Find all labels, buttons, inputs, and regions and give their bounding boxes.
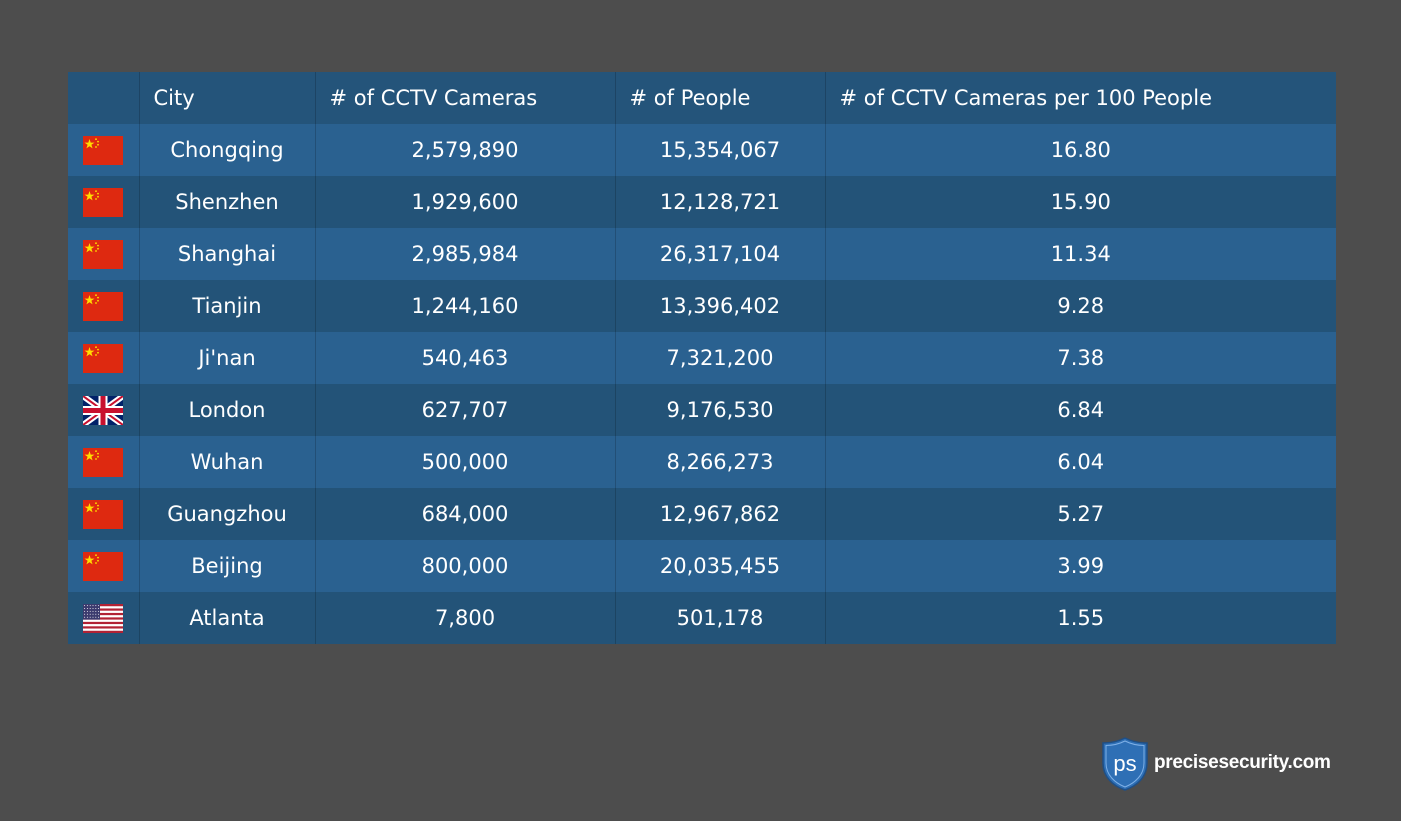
city-cell: London	[139, 384, 316, 436]
city-cell: Atlanta	[139, 592, 316, 644]
people-cell: 501,178	[615, 592, 826, 644]
per-100-cell: 3.99	[825, 540, 1336, 592]
table-row: Chongqing 2,579,890 15,354,067 16.80	[68, 124, 1336, 176]
city-cell: Guangzhou	[139, 488, 316, 540]
people-cell: 13,396,402	[615, 280, 826, 332]
china-flag-icon	[83, 447, 123, 477]
table-row: Shanghai 2,985,984 26,317,104 11.34	[68, 228, 1336, 280]
people-cell: 12,128,721	[615, 176, 826, 228]
china-flag-icon	[83, 187, 123, 217]
people-cell: 8,266,273	[615, 436, 826, 488]
cameras-cell: 684,000	[315, 488, 616, 540]
city-cell: Shanghai	[139, 228, 316, 280]
people-cell: 20,035,455	[615, 540, 826, 592]
table-row: Guangzhou 684,000 12,967,862 5.27	[68, 488, 1336, 540]
people-cell: 15,354,067	[615, 124, 826, 176]
table-row: Wuhan 500,000 8,266,273 6.04	[68, 436, 1336, 488]
cameras-cell: 1,929,600	[315, 176, 616, 228]
flag-cell	[68, 384, 140, 436]
flag-cell	[68, 280, 140, 332]
shield-icon: ps	[1102, 737, 1148, 791]
table-row: London 627,707 9,176,530 6.84	[68, 384, 1336, 436]
people-cell: 12,967,862	[615, 488, 826, 540]
logo-mark-text: ps	[1113, 751, 1136, 776]
uk-flag-icon	[83, 395, 123, 425]
china-flag-icon	[83, 291, 123, 321]
china-flag-icon	[83, 343, 123, 373]
china-flag-icon	[83, 551, 123, 581]
per-100-cell: 15.90	[825, 176, 1336, 228]
table-row: Shenzhen 1,929,600 12,128,721 15.90	[68, 176, 1336, 228]
per-100-cell: 6.04	[825, 436, 1336, 488]
header-per-100: # of CCTV Cameras per 100 People	[825, 72, 1336, 124]
city-cell: Tianjin	[139, 280, 316, 332]
table-body: Chongqing 2,579,890 15,354,067 16.80 Shenzhe…	[68, 124, 1336, 644]
cameras-cell: 627,707	[315, 384, 616, 436]
us-flag-icon	[83, 603, 123, 633]
city-cell: Ji'nan	[139, 332, 316, 384]
per-100-cell: 9.28	[825, 280, 1336, 332]
flag-cell	[68, 228, 140, 280]
flag-cell	[68, 592, 140, 644]
cctv-table: City # of CCTV Cameras # of People # of …	[68, 72, 1336, 644]
header-row: City # of CCTV Cameras # of People # of …	[68, 72, 1336, 124]
people-cell: 7,321,200	[615, 332, 826, 384]
flag-cell	[68, 436, 140, 488]
cameras-cell: 800,000	[315, 540, 616, 592]
cameras-cell: 540,463	[315, 332, 616, 384]
per-100-cell: 5.27	[825, 488, 1336, 540]
cameras-cell: 2,579,890	[315, 124, 616, 176]
cameras-cell: 1,244,160	[315, 280, 616, 332]
table-row: Ji'nan 540,463 7,321,200 7.38	[68, 332, 1336, 384]
logo-text: precisesecurity.com	[1154, 751, 1331, 773]
precisesecurity-logo: ps precisesecurity.com	[1100, 736, 1331, 792]
table-row: Atlanta 7,800 501,178 1.55	[68, 592, 1336, 644]
per-100-cell: 6.84	[825, 384, 1336, 436]
flag-cell	[68, 124, 140, 176]
per-100-cell: 16.80	[825, 124, 1336, 176]
city-cell: Shenzhen	[139, 176, 316, 228]
china-flag-icon	[83, 135, 123, 165]
people-cell: 9,176,530	[615, 384, 826, 436]
china-flag-icon	[83, 239, 123, 269]
cameras-cell: 7,800	[315, 592, 616, 644]
per-100-cell: 1.55	[825, 592, 1336, 644]
table-row: Tianjin 1,244,160 13,396,402 9.28	[68, 280, 1336, 332]
cameras-cell: 2,985,984	[315, 228, 616, 280]
header-city: City	[139, 72, 316, 124]
city-cell: Chongqing	[139, 124, 316, 176]
header-people: # of People	[615, 72, 826, 124]
flag-cell	[68, 488, 140, 540]
people-cell: 26,317,104	[615, 228, 826, 280]
table-row: Beijing 800,000 20,035,455 3.99	[68, 540, 1336, 592]
per-100-cell: 7.38	[825, 332, 1336, 384]
flag-cell	[68, 332, 140, 384]
per-100-cell: 11.34	[825, 228, 1336, 280]
city-cell: Wuhan	[139, 436, 316, 488]
cameras-cell: 500,000	[315, 436, 616, 488]
header-cameras: # of CCTV Cameras	[315, 72, 616, 124]
flag-cell	[68, 540, 140, 592]
flag-cell	[68, 176, 140, 228]
header-flag	[68, 72, 140, 124]
china-flag-icon	[83, 499, 123, 529]
city-cell: Beijing	[139, 540, 316, 592]
table-header: City # of CCTV Cameras # of People # of …	[68, 72, 1336, 124]
